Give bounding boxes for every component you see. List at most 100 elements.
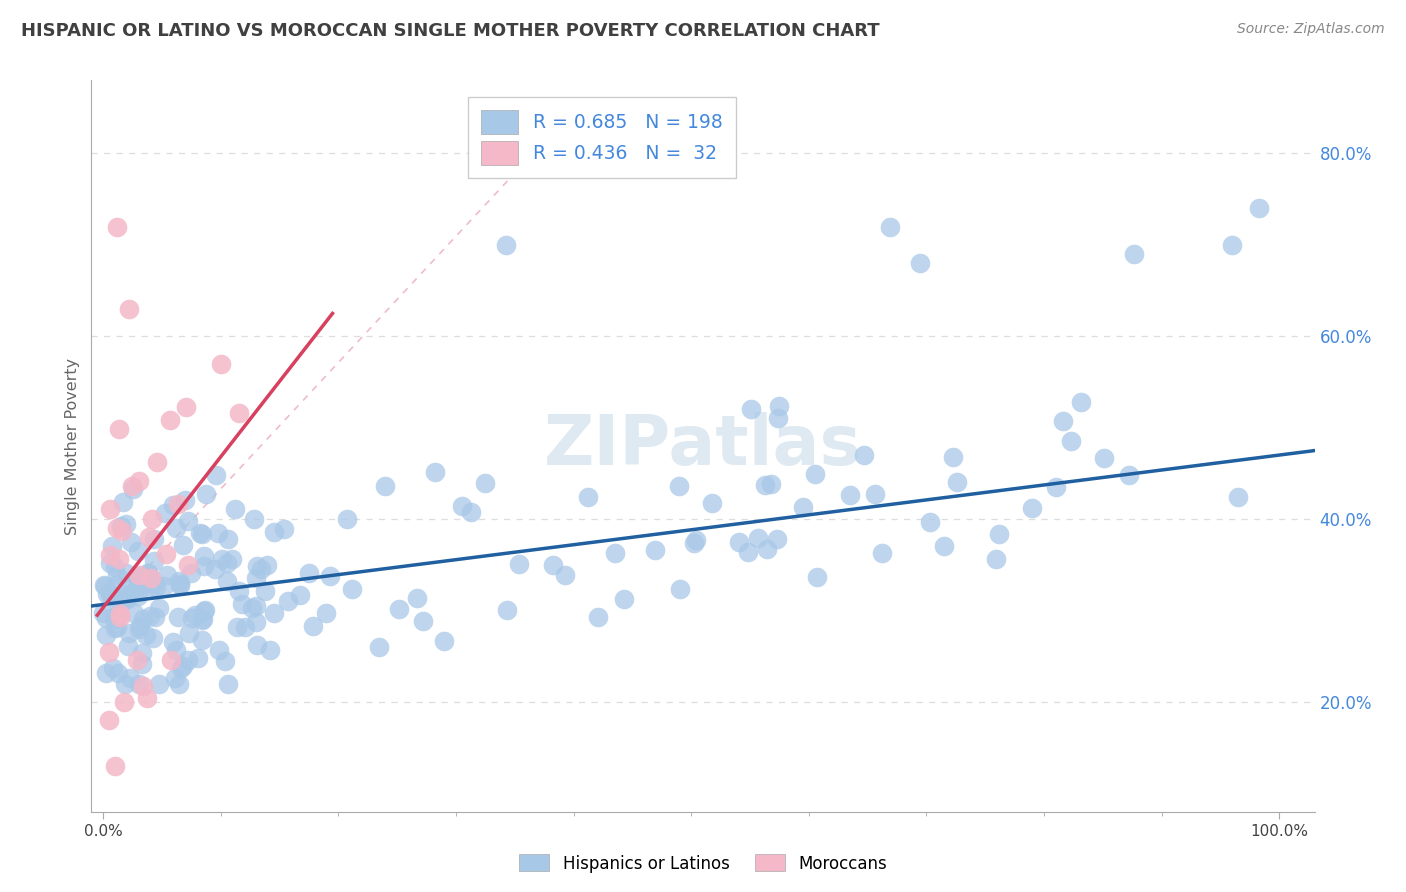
- Point: [108, 610, 131, 624]
- Point: [1070, 395, 1092, 409]
- Point: [105, 567, 128, 582]
- Point: [104, 759, 127, 773]
- Point: [226, 620, 249, 634]
- Point: [578, 491, 600, 505]
- Point: [162, 635, 184, 649]
- Point: [870, 546, 893, 560]
- Point: [934, 540, 956, 554]
- Point: [406, 591, 429, 605]
- Point: [105, 620, 128, 634]
- Point: [215, 574, 238, 588]
- Point: [1052, 414, 1074, 428]
- Point: [143, 576, 166, 591]
- Point: [804, 467, 827, 482]
- Point: [167, 676, 190, 690]
- Point: [253, 583, 276, 598]
- Point: [188, 525, 211, 540]
- Point: [112, 695, 135, 709]
- Point: [193, 558, 215, 573]
- Point: [613, 591, 636, 606]
- Point: [541, 558, 564, 573]
- Point: [91, 606, 114, 620]
- Point: [193, 549, 215, 563]
- Point: [122, 586, 145, 600]
- Point: [910, 256, 932, 270]
- Point: [737, 545, 759, 559]
- Point: [138, 530, 160, 544]
- Point: [100, 586, 122, 600]
- Point: [205, 467, 228, 482]
- Point: [191, 633, 214, 648]
- Point: [191, 613, 214, 627]
- Point: [122, 606, 145, 620]
- Point: [508, 558, 530, 572]
- Point: [94, 579, 117, 593]
- Point: [187, 650, 209, 665]
- Point: [165, 643, 187, 657]
- Point: [127, 543, 149, 558]
- Point: [112, 495, 135, 509]
- Point: [554, 567, 576, 582]
- Point: [176, 401, 198, 415]
- Point: [987, 527, 1010, 541]
- Point: [122, 483, 145, 497]
- Point: [668, 479, 690, 493]
- Point: [340, 582, 363, 597]
- Point: [256, 558, 278, 573]
- Point: [177, 514, 200, 528]
- Point: [101, 539, 124, 553]
- Point: [792, 500, 814, 514]
- Point: [148, 600, 170, 615]
- Text: ZIPatlas: ZIPatlas: [544, 412, 862, 480]
- Point: [138, 566, 160, 580]
- Point: [1060, 434, 1083, 448]
- Point: [121, 479, 143, 493]
- Point: [165, 521, 187, 535]
- Point: [167, 574, 190, 589]
- Point: [245, 571, 267, 585]
- Point: [156, 567, 179, 582]
- Point: [94, 627, 117, 641]
- Point: [129, 619, 152, 633]
- Point: [169, 577, 191, 591]
- Point: [105, 578, 128, 592]
- Point: [96, 586, 118, 600]
- Point: [920, 515, 942, 529]
- Point: [114, 592, 136, 607]
- Point: [98, 548, 121, 562]
- Point: [1045, 480, 1067, 494]
- Point: [765, 533, 787, 547]
- Point: [235, 620, 257, 634]
- Point: [195, 487, 218, 501]
- Point: [217, 676, 239, 690]
- Point: [118, 626, 141, 640]
- Point: [214, 654, 236, 668]
- Point: [135, 628, 157, 642]
- Point: [108, 422, 131, 436]
- Point: [1021, 501, 1043, 516]
- Point: [152, 579, 174, 593]
- Point: [180, 611, 202, 625]
- Point: [108, 607, 131, 621]
- Point: [495, 603, 517, 617]
- Point: [207, 526, 229, 541]
- Point: [117, 591, 139, 606]
- Point: [108, 607, 131, 621]
- Point: [170, 661, 193, 675]
- Point: [451, 499, 474, 513]
- Point: [263, 606, 285, 620]
- Point: [143, 610, 166, 624]
- Point: [131, 646, 153, 660]
- Point: [208, 642, 231, 657]
- Point: [747, 531, 769, 545]
- Point: [319, 569, 342, 583]
- Point: [174, 492, 197, 507]
- Point: [942, 450, 965, 464]
- Point: [105, 520, 128, 534]
- Point: [141, 512, 163, 526]
- Point: [169, 577, 191, 591]
- Point: [839, 488, 862, 502]
- Point: [240, 601, 263, 615]
- Point: [97, 645, 120, 659]
- Point: [336, 512, 359, 526]
